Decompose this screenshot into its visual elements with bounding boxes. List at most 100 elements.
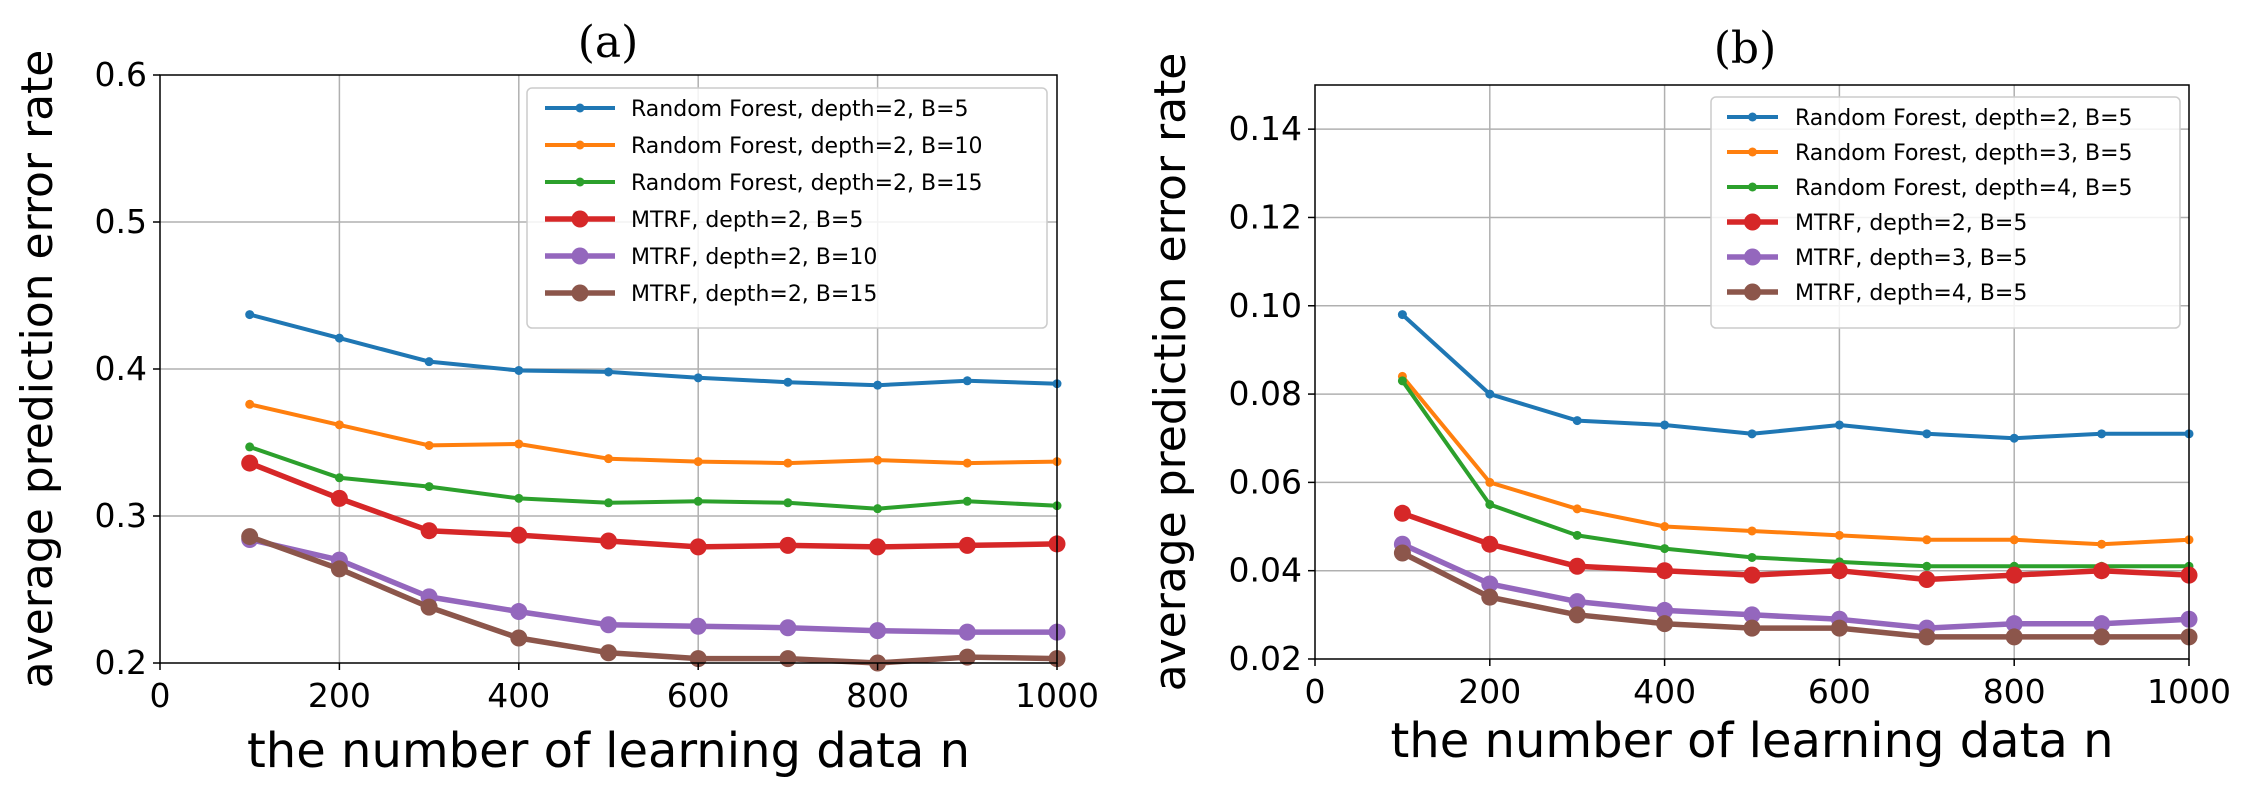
panel-label: (a): [578, 17, 639, 68]
y-axis-label: average prediction error rate: [1145, 53, 1196, 692]
series-2: [245, 399, 1062, 468]
legend-swatch-marker: [1744, 213, 1761, 231]
y-tick-label: 0.04: [1229, 551, 1302, 590]
data-point: [334, 333, 344, 343]
legend-swatch-marker: [1744, 283, 1761, 301]
data-point: [693, 496, 703, 506]
data-point: [600, 616, 617, 634]
data-point: [424, 357, 434, 367]
y-tick-label: 0.14: [1229, 109, 1302, 148]
data-point: [1656, 601, 1674, 619]
data-point: [330, 489, 348, 507]
y-tick-label: 0.08: [1229, 374, 1302, 413]
x-tick-label: 400: [487, 676, 550, 715]
series-line: [1401, 550, 2189, 640]
legend-label: Random Forest, depth=2, B=10: [631, 134, 983, 159]
data-point: [1568, 593, 1586, 611]
series-2: [1397, 371, 2194, 549]
data-point: [1660, 544, 1670, 554]
data-point: [245, 442, 255, 452]
data-point: [514, 439, 524, 449]
data-point: [420, 598, 438, 616]
data-point: [1834, 420, 1844, 430]
data-point: [962, 376, 972, 386]
legend-label: MTRF, depth=2, B=5: [1795, 211, 2027, 236]
data-point: [783, 377, 793, 387]
data-point: [1485, 477, 1495, 487]
data-point: [514, 493, 524, 503]
data-point: [1834, 530, 1844, 540]
legend-box: [526, 87, 1048, 329]
chart-panel-a: 0 200 400 600 800 1000 0.2 0.3 0.4 0.5 0.6 (a) the n…: [12, 17, 1099, 779]
legend-label: Random Forest, depth=2, B=5: [1795, 106, 2133, 131]
x-tick-label: 800: [846, 676, 909, 715]
x-axis-label: the number of learning data n: [1390, 713, 2113, 769]
legend-label: MTRF, depth=2, B=15: [631, 282, 877, 307]
legend-label: Random Forest, depth=3, B=5: [1795, 141, 2133, 166]
x-tick-label: 0: [150, 676, 171, 715]
data-point: [1481, 575, 1499, 593]
series-line: [1401, 541, 2190, 631]
data-point: [241, 454, 259, 472]
series-line: [249, 312, 1058, 388]
series-6: [1393, 544, 2198, 646]
legend-swatch-marker: [1748, 147, 1757, 157]
series-1: [1397, 310, 2194, 443]
data-point: [873, 380, 883, 390]
y-tick-label: 0.02: [1229, 639, 1302, 678]
data-point: [2097, 429, 2107, 439]
legend-entry: MTRF, depth=3, B=5: [1727, 246, 2027, 271]
legend-swatch-marker: [575, 177, 585, 187]
data-point: [1656, 562, 1674, 580]
y-tick-label: 0.4: [95, 349, 147, 388]
legend-entry: MTRF, depth=2, B=10: [545, 245, 877, 270]
x-tick-label: 800: [1983, 672, 2046, 711]
legend-swatch-marker: [571, 284, 589, 302]
data-point: [510, 603, 528, 621]
data-point: [245, 399, 255, 409]
data-point: [600, 644, 617, 662]
data-point: [1481, 588, 1499, 606]
series-line: [248, 534, 1058, 666]
data-point: [2093, 628, 2111, 646]
data-point: [420, 522, 438, 540]
data-point: [1572, 530, 1582, 540]
data-point: [958, 536, 976, 554]
legend-swatch-marker: [1748, 182, 1757, 192]
data-point: [2097, 539, 2107, 549]
data-point: [1830, 619, 1848, 637]
data-point: [693, 457, 703, 467]
data-point: [1393, 504, 1411, 522]
data-point: [1481, 535, 1499, 553]
data-point: [1397, 310, 1407, 320]
data-point: [689, 538, 707, 556]
chart-panel-b: 0 200 400 600 800 1000 0.02 0.04 0.06 0.08 0.10 0.1…: [1145, 23, 2231, 769]
data-point: [1656, 615, 1674, 633]
legend-swatch-marker: [571, 210, 589, 228]
data-point: [424, 482, 434, 492]
legend-entry: MTRF, depth=2, B=5: [1727, 211, 2027, 236]
x-tick-label: 0: [1305, 672, 1326, 711]
y-tick-label: 0.5: [95, 202, 147, 241]
legend-swatch-marker: [1748, 112, 1757, 122]
series-line: [249, 445, 1058, 511]
data-point: [334, 473, 344, 483]
legend-entry: Random Forest, depth=2, B=10: [545, 134, 983, 159]
data-point: [604, 367, 613, 377]
data-point: [958, 648, 976, 666]
series-3: [245, 442, 1062, 514]
series-line: [249, 536, 1057, 635]
data-point: [1660, 522, 1670, 532]
plot-frame: [1314, 84, 2190, 660]
x-tick-label: 1000: [1015, 676, 1099, 715]
data-point: [514, 365, 524, 375]
data-point: [2005, 566, 2023, 584]
legend-entry: Random Forest, depth=2, B=15: [545, 171, 983, 196]
y-tick-label: 0.3: [95, 496, 147, 535]
data-point: [1747, 429, 1757, 439]
data-point: [334, 420, 344, 430]
x-tick-label: 200: [308, 676, 371, 715]
data-point: [604, 454, 613, 464]
data-point: [2009, 433, 2019, 443]
data-point: [2093, 615, 2111, 633]
